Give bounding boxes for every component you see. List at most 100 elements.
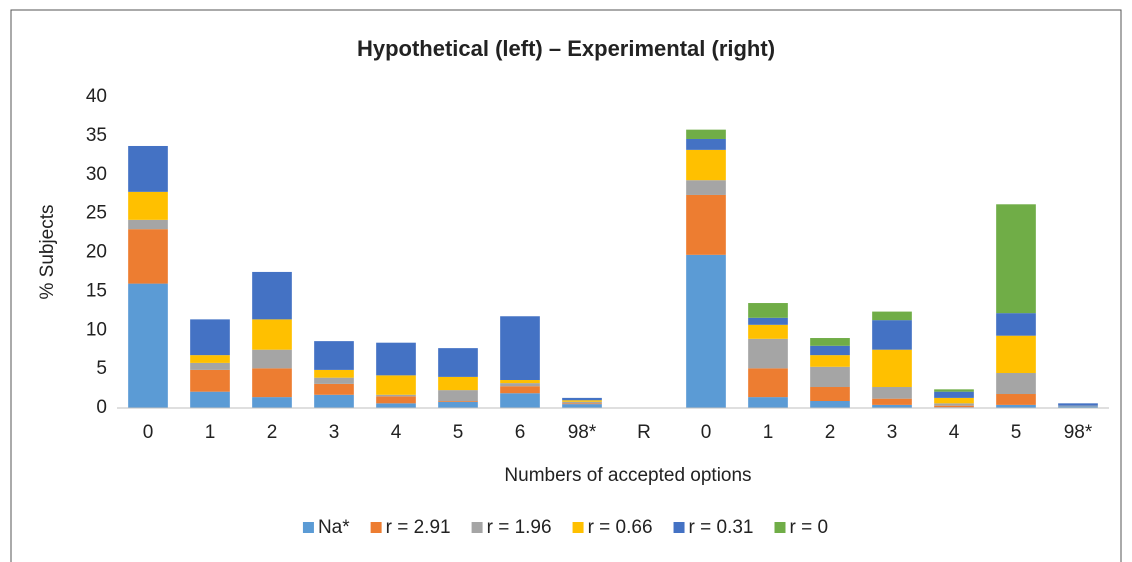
y-tick-label: 20: [86, 242, 107, 263]
bar-segment: [438, 401, 478, 408]
x-tick-label: 5: [1011, 422, 1022, 443]
y-tick-label: 25: [86, 203, 107, 224]
y-tick-label: 30: [86, 164, 107, 185]
bar-segment: [748, 368, 788, 398]
bar-segment: [996, 404, 1036, 408]
bar-segment: [872, 311, 912, 321]
bar-segment: [996, 313, 1036, 336]
bar-segment: [686, 138, 726, 150]
bar-segment: [934, 389, 974, 392]
bar-segment: [748, 397, 788, 408]
bar-segment: [686, 254, 726, 408]
x-tick-label: 1: [763, 422, 774, 443]
bar-segment: [934, 405, 974, 408]
x-tick-label: 2: [825, 422, 836, 443]
bar-segment: [562, 401, 602, 404]
x-tick-label: 5: [453, 422, 464, 443]
bar-segment: [314, 341, 354, 370]
bar-segment: [810, 387, 850, 402]
bar-segment: [996, 204, 1036, 314]
legend-swatch: [572, 522, 584, 533]
legend-label: r = 2.91: [386, 517, 451, 538]
bar-segment: [438, 390, 478, 402]
chart-border: [10, 9, 1122, 562]
bar-segment: [996, 335, 1036, 374]
bar-segment: [686, 194, 726, 255]
bar-segment: [128, 283, 168, 408]
bar-segment: [128, 145, 168, 192]
bar-segment: [376, 396, 416, 404]
legend-swatch: [370, 522, 382, 533]
chart-title: Hypothetical (left) – Experimental (righ…: [357, 36, 775, 61]
bar-segment: [562, 404, 602, 408]
bar-segment: [190, 369, 230, 392]
bar-segment: [872, 349, 912, 388]
bar-segment: [686, 129, 726, 139]
bar-segment: [810, 366, 850, 388]
x-tick-label: 2: [267, 422, 278, 443]
y-axis-label: % Subjects: [37, 204, 58, 299]
bar-segment: [562, 403, 602, 405]
bar-segment: [252, 368, 292, 398]
legend-label: r = 1.96: [487, 517, 552, 538]
bar-segment: [810, 338, 850, 346]
bar-segment: [252, 397, 292, 408]
bar-segment: [562, 400, 602, 402]
x-tick-label: 3: [887, 422, 898, 443]
bar-segment: [500, 380, 540, 384]
bar-segment: [376, 375, 416, 395]
x-tick-label: 3: [329, 422, 340, 443]
bar-segment: [500, 393, 540, 408]
y-tick-label: 35: [86, 125, 107, 146]
bar-segment: [500, 316, 540, 381]
bar-segment: [252, 349, 292, 369]
bar-segment: [1058, 406, 1098, 408]
bar-segment: [314, 394, 354, 408]
bar-segment: [128, 219, 168, 230]
bar-segment: [810, 345, 850, 356]
bar-segment: [314, 377, 354, 384]
y-tick-label: 40: [86, 86, 107, 107]
legend-label: r = 0: [790, 517, 829, 538]
x-tick-label: R: [637, 422, 651, 443]
bar-segment: [748, 324, 788, 339]
x-tick-label: 0: [701, 422, 712, 443]
x-tick-label: 4: [391, 422, 402, 443]
bar-segment: [500, 386, 540, 394]
y-tick-label: 15: [86, 280, 107, 301]
bar-segment: [872, 387, 912, 399]
legend-swatch: [471, 522, 483, 533]
bar-segment: [438, 401, 478, 402]
y-tick-label: 5: [96, 358, 107, 379]
legend-swatch: [302, 522, 314, 533]
bar-segment: [1058, 403, 1098, 406]
bar-segment: [810, 401, 850, 408]
y-tick-label: 0: [96, 397, 107, 418]
bar-segment: [128, 229, 168, 284]
x-tick-label: 1: [205, 422, 216, 443]
bar-segment: [686, 180, 726, 195]
bar-segment: [190, 319, 230, 356]
bar-segment: [190, 355, 230, 363]
bar-segment: [438, 376, 478, 391]
x-tick-label: 98*: [568, 422, 597, 443]
bar-segment: [872, 320, 912, 350]
bar-segment: [686, 149, 726, 181]
bar-segment: [748, 317, 788, 325]
y-tick-label: 10: [86, 319, 107, 340]
bar-segment: [996, 373, 1036, 395]
bar-segment: [872, 404, 912, 408]
bar-segment: [252, 319, 292, 350]
bar-segment: [190, 362, 230, 370]
legend-label: Na*: [318, 517, 350, 538]
x-tick-label: 0: [143, 422, 154, 443]
bar-segment: [748, 303, 788, 318]
x-axis-label: Numbers of accepted options: [504, 465, 751, 486]
bar-segment: [190, 391, 230, 408]
bar-segment: [128, 191, 168, 220]
bar-segment: [934, 391, 974, 398]
legend-label: r = 0.31: [689, 517, 754, 538]
legend-label: r = 0.66: [588, 517, 653, 538]
legend-swatch: [673, 522, 685, 533]
